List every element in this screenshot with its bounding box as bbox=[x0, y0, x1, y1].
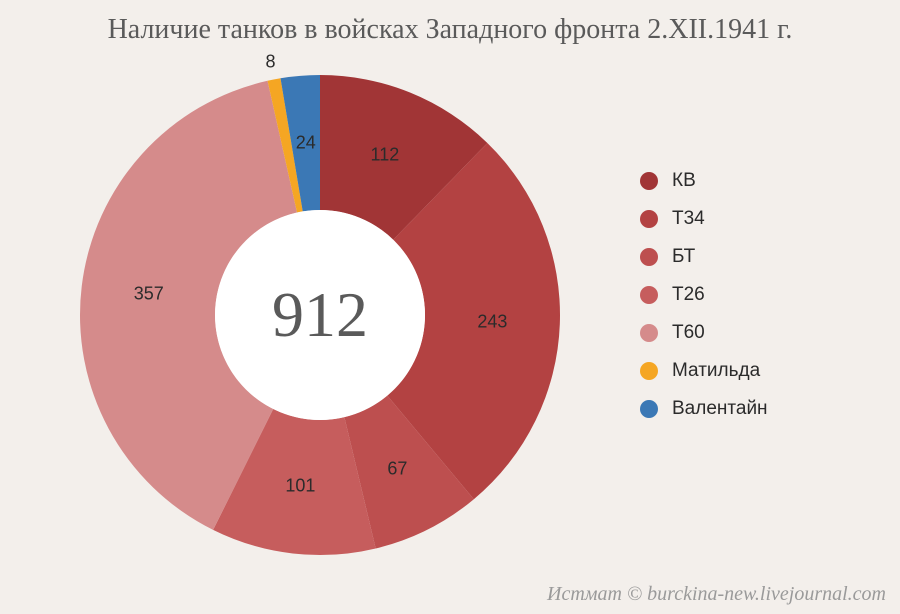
legend-item: Матильда bbox=[640, 360, 768, 382]
donut-chart: 912 11224367101357824 bbox=[60, 55, 580, 575]
legend-label: Т60 bbox=[672, 322, 705, 344]
legend-swatch bbox=[640, 324, 658, 342]
legend-swatch bbox=[640, 400, 658, 418]
legend-label: Матильда bbox=[672, 360, 760, 382]
legend-swatch bbox=[640, 210, 658, 228]
segment-value-label: 357 bbox=[134, 284, 164, 305]
legend-swatch bbox=[640, 362, 658, 380]
legend-swatch bbox=[640, 248, 658, 266]
chart-total: 912 bbox=[272, 278, 368, 352]
segment-value-label: 101 bbox=[285, 476, 315, 497]
legend-swatch bbox=[640, 172, 658, 190]
legend-label: Т26 bbox=[672, 284, 705, 306]
legend-label: БТ bbox=[672, 246, 695, 268]
legend-item: Валентайн bbox=[640, 398, 768, 420]
legend: КВ Т34 БТ Т26 Т60 Матильда Валентайн bbox=[640, 170, 768, 436]
legend-item: БТ bbox=[640, 246, 768, 268]
legend-item: Т26 bbox=[640, 284, 768, 306]
legend-label: Т34 bbox=[672, 208, 705, 230]
legend-label: Валентайн bbox=[672, 398, 768, 420]
segment-value-label: 8 bbox=[266, 51, 276, 72]
chart-title: Наличие танков в войсках Западного фронт… bbox=[0, 0, 900, 46]
credit-line: Истмат © burckina-new.livejournal.com bbox=[547, 583, 886, 606]
legend-item: КВ bbox=[640, 170, 768, 192]
segment-value-label: 67 bbox=[387, 459, 407, 480]
legend-item: Т34 bbox=[640, 208, 768, 230]
legend-swatch bbox=[640, 286, 658, 304]
legend-label: КВ bbox=[672, 170, 696, 192]
legend-item: Т60 bbox=[640, 322, 768, 344]
segment-value-label: 243 bbox=[477, 311, 507, 332]
segment-value-label: 112 bbox=[371, 145, 400, 166]
segment-value-label: 24 bbox=[296, 133, 316, 154]
